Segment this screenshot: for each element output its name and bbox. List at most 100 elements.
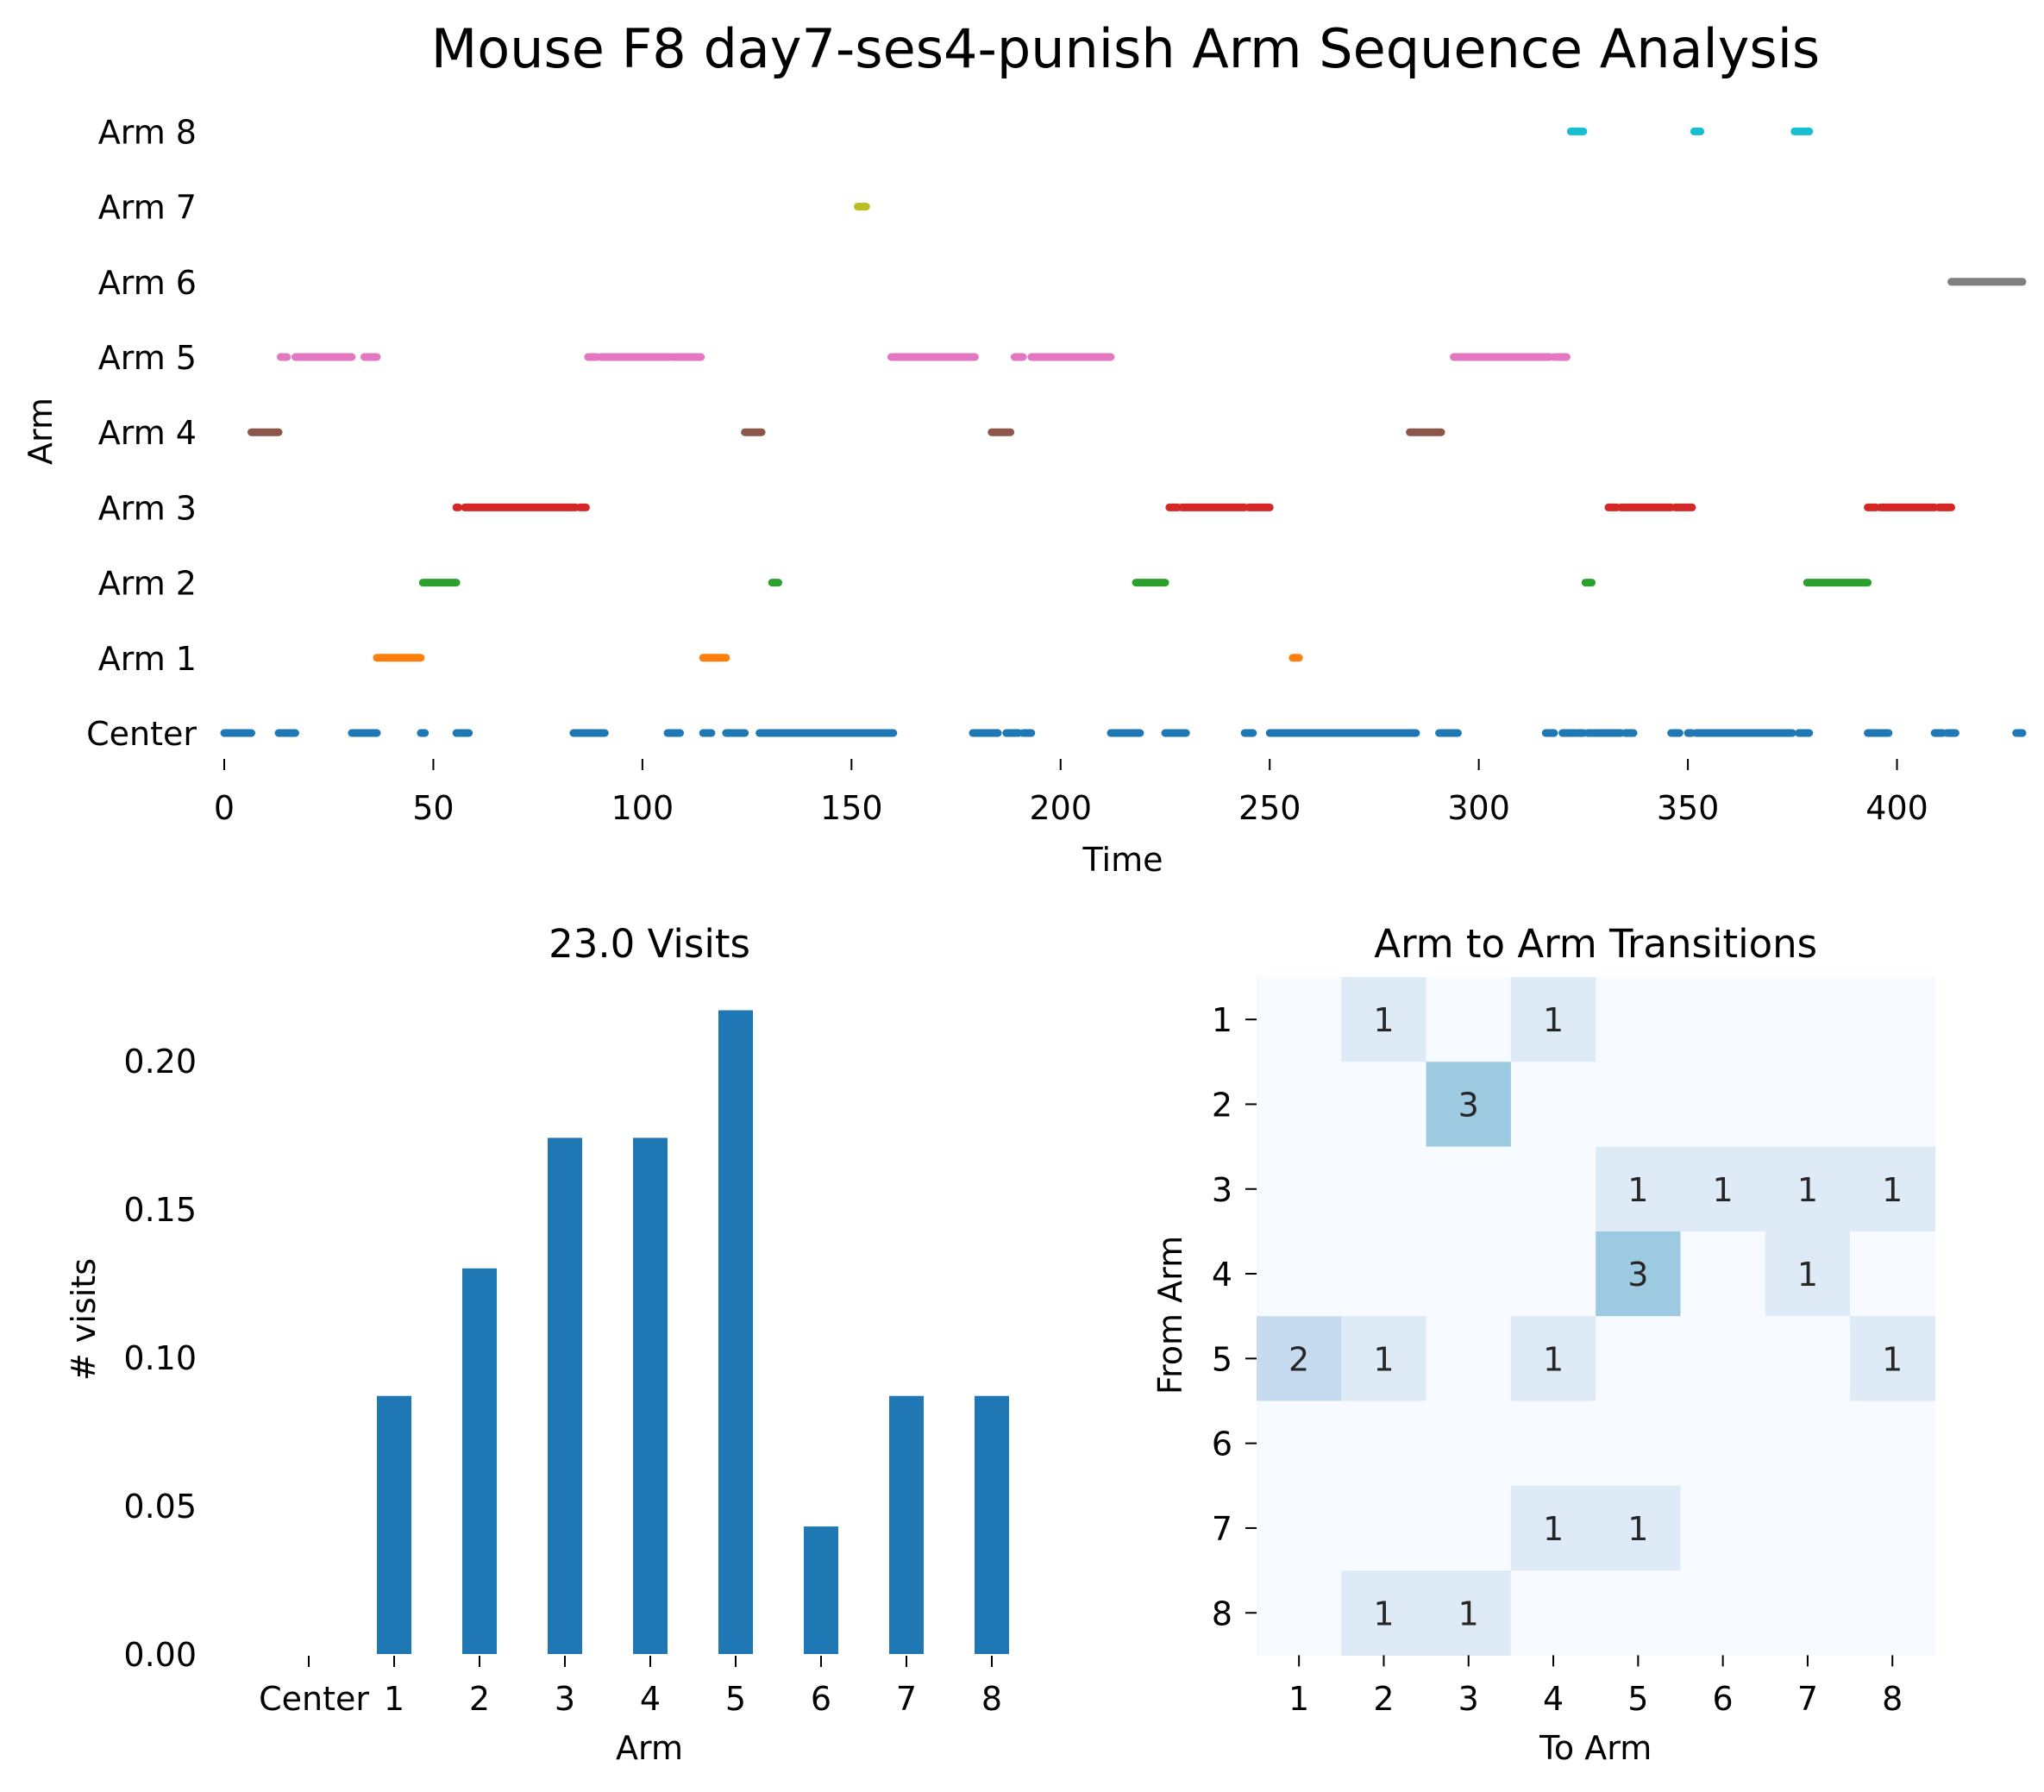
heatmap-cell-label: 1: [1627, 1171, 1648, 1209]
heatmap-cell-3-8: [1850, 1146, 1935, 1232]
heatmap-cell-4-7: [1765, 1231, 1851, 1317]
x-tick-label: 350: [1657, 789, 1720, 827]
heatmap-cell-3-7: [1765, 1146, 1851, 1232]
heatmap-cell-4-4: [1510, 1231, 1596, 1317]
y-tick-label: 0.15: [123, 1191, 197, 1229]
x-tick-label: 250: [1238, 789, 1301, 827]
transition-heatmap: Arm to Arm Transitions 1 1 3 1 1 1 1 3 1 2 1 1 1 1 1 1 1 1…: [1151, 921, 1935, 1767]
heatmap-cell-2-5: [1596, 1062, 1682, 1148]
x-tick-label: 3: [555, 1680, 575, 1718]
y-tick-label: 0.20: [123, 1043, 197, 1081]
heatmap-cell-2-4: [1510, 1062, 1596, 1148]
heatmap-cell-7-1: [1257, 1485, 1342, 1571]
heatmap-cell-6-1: [1257, 1400, 1342, 1487]
y-axis-label: From Arm: [1151, 1236, 1189, 1394]
x-axis-label: To Arm: [1539, 1729, 1652, 1767]
heatmap-cell-1-8: [1850, 977, 1935, 1062]
heatmap-cell-4-5: [1596, 1231, 1682, 1317]
timeline-chart: Center Arm 1 Arm 2 Arm 3 Arm 4 Arm 5 Arm 6 Arm …: [22, 113, 2027, 879]
heatmap-cell-7-2: [1341, 1485, 1427, 1571]
heatmap-cell-4-1: [1257, 1231, 1342, 1317]
heatmap-cell-label: 1: [1458, 1595, 1479, 1632]
heatmap-cell-7-6: [1680, 1485, 1766, 1571]
heatmap-cell-6-4: [1510, 1400, 1596, 1487]
heatmap-cell-4-8: [1850, 1231, 1935, 1317]
x-tick-label: 2: [1373, 1680, 1394, 1718]
heatmap-cell-label: 1: [1882, 1171, 1903, 1209]
bar-2: [462, 1268, 497, 1654]
heatmap-cell-label: 1: [1373, 1595, 1394, 1632]
heatmap-cell-5-4: [1510, 1316, 1596, 1402]
y-tick-label: 1: [1212, 1001, 1232, 1039]
x-tick-label: 200: [1030, 789, 1093, 827]
heatmap-cell-8-3: [1426, 1570, 1512, 1656]
heatmap-cell-8-4: [1510, 1570, 1596, 1656]
heatmap-cell-5-3: [1426, 1316, 1512, 1402]
heatmap-cell-label: 3: [1627, 1256, 1648, 1294]
heatmap-cell-7-4: [1510, 1485, 1596, 1571]
y-tick-label: 4: [1212, 1256, 1232, 1294]
heatmap-cell-label: 1: [1797, 1171, 1818, 1209]
x-tick-label: 2: [469, 1680, 490, 1718]
heatmap-cell-7-7: [1765, 1485, 1851, 1571]
heatmap-cell-6-7: [1765, 1400, 1851, 1487]
bar-6: [804, 1526, 838, 1654]
x-tick-label: 1: [1288, 1680, 1309, 1718]
heatmap-cell-4-3: [1426, 1231, 1512, 1317]
heatmap-cell-2-1: [1257, 1062, 1342, 1148]
x-tick-label: 3: [1458, 1680, 1479, 1718]
heatmap-cell-5-8: [1850, 1316, 1935, 1402]
heatmap-cell-5-5: [1596, 1316, 1682, 1402]
heatmap-cell-1-7: [1765, 977, 1851, 1062]
heatmap-cell-label: 1: [1882, 1340, 1903, 1378]
x-tick-label: 5: [1627, 1680, 1648, 1718]
heatmap-cell-2-8: [1850, 1062, 1935, 1148]
heatmap-cell-6-3: [1426, 1400, 1512, 1487]
x-tick-label: 8: [1882, 1680, 1903, 1718]
y-tick-label-arm-1: Arm 1: [98, 640, 197, 678]
heatmap-cell-6-5: [1596, 1400, 1682, 1487]
heatmap-cell-label: 1: [1797, 1256, 1818, 1294]
heatmap-cell-label: 1: [1543, 1001, 1564, 1039]
heatmap-cell-2-7: [1765, 1062, 1851, 1148]
heatmap-cell-5-7: [1765, 1316, 1851, 1402]
bar-5: [718, 1010, 753, 1654]
heatmap-cell-label: 1: [1543, 1510, 1564, 1548]
heatmap-cell-label: 1: [1543, 1340, 1564, 1378]
heatmap-cell-6-6: [1680, 1400, 1766, 1487]
x-tick-label: 6: [1713, 1680, 1734, 1718]
figure-title: Mouse F8 day7-ses4-punish Arm Sequence A…: [431, 17, 1821, 80]
heatmap-cell-1-3: [1426, 977, 1512, 1062]
heatmap-cell-8-6: [1680, 1570, 1766, 1656]
y-tick-label-arm-8: Arm 8: [98, 113, 197, 151]
y-tick-label-arm-2: Arm 2: [98, 565, 197, 603]
heatmap-cell-label: 1: [1373, 1340, 1394, 1378]
heatmap-cell-1-6: [1680, 977, 1766, 1062]
heatmap-cell-5-2: [1341, 1316, 1427, 1402]
y-tick-label: 5: [1212, 1340, 1232, 1378]
heatmap-cell-3-6: [1680, 1146, 1766, 1232]
y-tick-label-arm-6: Arm 6: [98, 264, 197, 302]
x-tick-label: 1: [384, 1680, 404, 1718]
y-tick-label-arm-4: Arm 4: [98, 414, 197, 452]
heatmap-cell-8-5: [1596, 1570, 1682, 1656]
heatmap-cell-3-5: [1596, 1146, 1682, 1232]
x-tick-label: Center: [259, 1680, 369, 1718]
heatmap-cell-label: 3: [1458, 1086, 1479, 1124]
x-axis-label: Arm: [616, 1729, 683, 1767]
heatmap-cell-6-2: [1341, 1400, 1427, 1487]
x-tick-label: 50: [412, 789, 454, 827]
heatmap-cell-2-6: [1680, 1062, 1766, 1148]
heatmap-cell-7-8: [1850, 1485, 1935, 1571]
heatmap-cell-8-1: [1257, 1570, 1342, 1656]
bar-8: [975, 1395, 1009, 1654]
y-tick-label-arm-3: Arm 3: [98, 489, 197, 527]
x-tick-label: 4: [1543, 1680, 1564, 1718]
visits-bar-chart: 23.0 Visits 0.00 0.05 0.10 0.15 0.20 Center 1 2 3…: [65, 921, 1009, 1767]
heatmap-cell-2-3: [1426, 1062, 1512, 1148]
x-tick-label: 150: [820, 789, 883, 827]
heatmap-cell-label: 1: [1627, 1510, 1648, 1548]
heatmap-cell-4-2: [1341, 1231, 1427, 1317]
